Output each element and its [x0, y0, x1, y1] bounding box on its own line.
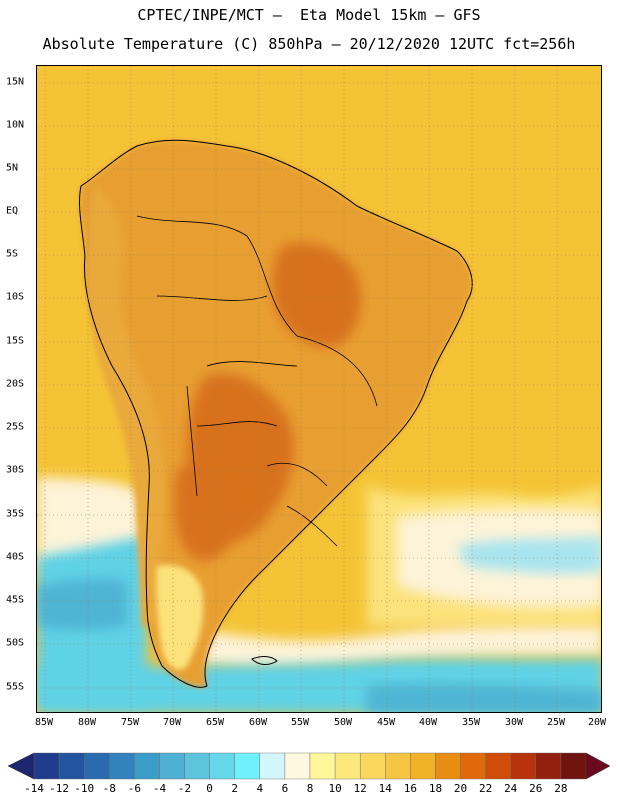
legend-swatch: [309, 752, 336, 780]
legend-swatch: [560, 752, 587, 780]
lon-label-70w: 70W: [162, 717, 182, 728]
lat-label-55s: 55S: [6, 681, 25, 693]
lat-label-15n: 15N: [6, 76, 25, 88]
legend-swatch: [485, 752, 511, 780]
legend-tick-label: -8: [102, 782, 116, 795]
legend-swatch: [234, 752, 261, 780]
lon-label-45w: 45W: [376, 717, 396, 728]
legend-tick-label: 28: [554, 782, 568, 795]
lon-label-85w: 85W: [34, 717, 54, 728]
lat-label-20s: 20S: [6, 378, 25, 390]
lat-label-15s: 15S: [6, 335, 25, 347]
chart-subtitle: Absolute Temperature (C) 850hPa – 20/12/…: [42, 35, 576, 53]
cold-tongue-atlantic: [457, 536, 601, 574]
legend-high-arrow: [585, 752, 611, 780]
lon-label-60w: 60W: [248, 717, 268, 728]
legend-tick-label: 20: [453, 782, 468, 795]
lon-label-25w: 25W: [546, 717, 566, 728]
legend-swatch: [435, 752, 461, 780]
legend-tick-label: -12: [49, 782, 70, 795]
cold-deep-pacific: [37, 578, 127, 630]
legend-swatch: [184, 752, 210, 780]
legend-swatch: [109, 752, 135, 780]
legend-swatch: [134, 752, 160, 780]
legend-swatch: [33, 752, 60, 780]
legend-swatch: [259, 752, 286, 780]
pale-band-south: [177, 626, 601, 669]
hot-core-brazil: [272, 242, 361, 347]
legend-tick-label: -14: [24, 782, 44, 795]
legend-tick-label: 18: [428, 782, 443, 795]
legend-swatch: [385, 752, 411, 780]
hot-core-patagonia-north: [174, 465, 238, 561]
map-canvas: [37, 66, 601, 712]
lat-label-45s: 45S: [6, 594, 25, 606]
legend-tick-label: 6: [281, 782, 289, 795]
grid-lines: [37, 66, 601, 712]
legend-swatch: [334, 752, 361, 780]
lat-label-5n: 5N: [6, 162, 19, 174]
legend-tick-label: 4: [256, 782, 264, 795]
coastline: [79, 139, 473, 688]
lat-label-50s: 50S: [6, 637, 25, 649]
legend-tick-label: 14: [378, 782, 392, 795]
lon-label-75w: 75W: [120, 717, 140, 728]
color-legend: [7, 752, 611, 780]
andes-strip: [88, 186, 166, 626]
legend-tick-label: 2: [231, 782, 238, 795]
lat-label-25s: 25S: [6, 421, 25, 433]
legend-tick-label: 0: [206, 782, 213, 795]
legend-swatch: [209, 752, 235, 780]
legend-tick-label: -10: [74, 782, 95, 795]
lat-label-35s: 35S: [6, 508, 25, 520]
lon-label-55w: 55W: [290, 717, 310, 728]
legend-swatch: [535, 752, 562, 780]
lat-label-10n: 10N: [6, 119, 25, 131]
lat-label-10s: 10S: [6, 291, 25, 303]
legend-tick-label: -6: [127, 782, 142, 795]
lon-label-20w: 20W: [587, 717, 607, 728]
chart-title: CPTEC/INPE/MCT – Eta Model 15km – GFS: [137, 6, 481, 24]
lon-label-65w: 65W: [205, 717, 225, 728]
legend-tick-label: 16: [403, 782, 418, 795]
legend-swatch: [510, 752, 537, 780]
legend-tick-label: 12: [353, 782, 367, 795]
legend-swatch: [460, 752, 486, 780]
lat-label-30s: 30S: [6, 464, 25, 476]
legend-tick-label: 22: [478, 782, 493, 795]
legend-swatch: [359, 752, 386, 780]
legend-tick-label: -2: [177, 782, 192, 795]
legend-swatch: [284, 752, 311, 780]
patagonia-yellow: [156, 564, 204, 670]
lon-label-30w: 30W: [504, 717, 524, 728]
temperature-map: [36, 65, 602, 713]
legend-swatch: [83, 752, 110, 780]
lon-label-80w: 80W: [77, 717, 97, 728]
legend-tick-label: 26: [529, 782, 543, 795]
cold-deep-south: [367, 683, 601, 712]
legend-tick-label: -4: [152, 782, 167, 795]
legend-low-arrow: [7, 752, 35, 780]
legend-swatch: [159, 752, 185, 780]
lat-label-eq: EQ: [6, 205, 19, 217]
falkland-islands: [251, 656, 278, 665]
lat-label-5s: 5S: [6, 248, 19, 260]
legend-tick-label: 10: [328, 782, 342, 795]
lon-label-40w: 40W: [418, 717, 438, 728]
lat-label-40s: 40S: [6, 551, 25, 563]
country-borders: [136, 215, 378, 547]
lon-label-50w: 50W: [333, 717, 353, 728]
legend-swatch: [58, 752, 85, 780]
legend-swatch: [410, 752, 436, 780]
lon-label-35w: 35W: [461, 717, 481, 728]
legend-tick-label: 24: [504, 782, 518, 795]
legend-tick-label: 8: [306, 782, 314, 795]
